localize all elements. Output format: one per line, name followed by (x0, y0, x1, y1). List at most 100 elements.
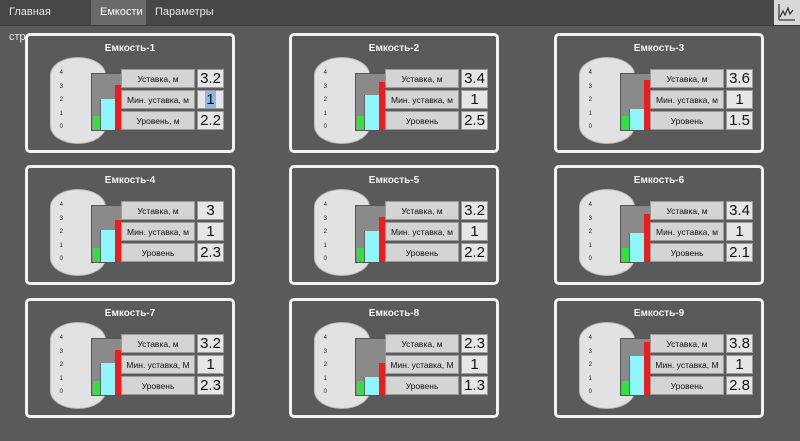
scale-tick-label: 3 (588, 215, 592, 222)
setpoint-bar (644, 341, 651, 395)
tank-title: Емкость-6 (633, 175, 685, 186)
level-row: Уровень 2.1 (650, 243, 753, 263)
setpoint-label: Уставка, м (650, 201, 724, 220)
scale-tick-label: 3 (59, 348, 63, 355)
level-label: Уровень (650, 111, 724, 130)
min-setpoint-input[interactable]: 1 (726, 90, 753, 109)
setpoint-label: Уставка, м (385, 201, 459, 220)
parameter-table: Уставка, м 3.6 Мин. уставка, м 1 Уровень… (650, 69, 753, 132)
min-setpoint-input[interactable]: 1 (197, 355, 224, 374)
scale-tick-label: 4 (59, 202, 63, 208)
setpoint-row: Уставка, м 3.2 (121, 334, 224, 354)
tank-level-gauge (620, 338, 652, 396)
tank-level-gauge (355, 205, 387, 263)
tank-vessel: 4 3 2 1 0 (314, 57, 387, 144)
scale-tick-label: 1 (588, 375, 592, 382)
level-bar (629, 232, 645, 262)
scale-tick-label: 0 (323, 256, 327, 262)
level-row: Уровень 2.3 (121, 376, 224, 396)
level-value: 2.5 (461, 111, 488, 130)
scale-tick-label: 1 (59, 110, 63, 117)
tab-parameters[interactable]: Параметры (155, 6, 214, 18)
min-setpoint-row: Мин. уставка, м 1 (121, 90, 224, 110)
tank-level-gauge (91, 73, 123, 131)
min-setpoint-input[interactable]: 1 (726, 355, 753, 374)
trend-chart-icon (778, 4, 795, 21)
min-setpoint-bar (357, 248, 364, 262)
scale-tick-label: 2 (59, 362, 63, 368)
tab-main-page[interactable]: Главная страница (9, 6, 56, 43)
scale-tick-label: 3 (323, 215, 327, 222)
tank-vessel: 4 3 2 1 0 (50, 322, 123, 409)
tank-vessel: 4 3 2 1 0 (50, 57, 123, 144)
level-label: Уровень, м (121, 111, 195, 130)
tank-title: Емкость-7 (104, 308, 156, 319)
level-value: 2.3 (197, 376, 224, 395)
parameter-table: Уставка, м 3.2 Мин. уставка, м 1 Уровень… (385, 201, 488, 264)
parameter-table: Уставка, м 3.8 Мин. уставка, М 1 Уровень… (650, 334, 753, 397)
scale-tick-label: 4 (588, 202, 592, 208)
level-bar (629, 109, 645, 130)
tank-title: Емкость-3 (633, 43, 685, 54)
min-setpoint-bar (622, 248, 629, 262)
min-setpoint-input[interactable]: 1 (726, 222, 753, 241)
level-row: Уровень 2.3 (121, 243, 224, 263)
tank-vessel: 4 3 2 1 0 (314, 322, 387, 409)
level-value: 1.5 (726, 111, 753, 130)
min-setpoint-input[interactable]: 1 (461, 222, 488, 241)
tank-vessel: 4 3 2 1 0 (50, 189, 123, 276)
min-setpoint-input[interactable]: 1 (197, 222, 224, 241)
scale-tick-label: 0 (59, 389, 63, 395)
min-setpoint-bar (622, 116, 629, 130)
setpoint-input[interactable]: 3.2 (461, 201, 488, 220)
min-setpoint-bar (357, 381, 364, 395)
setpoint-input[interactable]: 3.2 (197, 334, 224, 353)
level-bar (100, 362, 116, 395)
min-setpoint-label: Мин. уставка, М (385, 355, 459, 374)
tank-level-gauge (620, 73, 652, 131)
tank-level-gauge (91, 205, 123, 263)
level-bar (100, 229, 116, 262)
setpoint-row: Уставка, м 3.4 (385, 69, 488, 89)
setpoint-row: Уставка, м 3.2 (385, 201, 488, 221)
setpoint-input[interactable]: 3.4 (726, 201, 753, 220)
min-setpoint-row: Мин. уставка, м 1 (650, 222, 753, 242)
setpoint-input[interactable]: 2.3 (461, 334, 488, 353)
setpoint-label: Уставка, м (385, 334, 459, 353)
scale-tick-label: 4 (588, 70, 592, 76)
scale-tick-label: 4 (59, 335, 63, 341)
min-setpoint-input[interactable]: 1 (197, 90, 224, 109)
level-label: Уровень (385, 376, 459, 395)
level-bar (364, 95, 380, 130)
tank-panel-9: Емкость-9 4 3 2 1 0 Уставка, м 3.8 Мин. уста… (554, 298, 764, 418)
setpoint-bar (115, 350, 122, 395)
scale-tick-label: 1 (588, 110, 592, 117)
setpoint-input[interactable]: 3.2 (197, 69, 224, 88)
setpoint-input[interactable]: 3.4 (461, 69, 488, 88)
tank-title: Емкость-1 (104, 43, 156, 54)
tank-vessel: 4 3 2 1 0 (314, 189, 387, 276)
min-setpoint-label: Мин. уставка, М (121, 355, 195, 374)
min-setpoint-row: Мин. уставка, М 1 (121, 355, 224, 375)
scale-tick-label: 0 (588, 124, 592, 130)
setpoint-input[interactable]: 3 (197, 201, 224, 220)
scale-tick-label: 2 (59, 229, 63, 235)
trend-chart-button[interactable] (774, 0, 800, 25)
scale-tick-label: 3 (323, 348, 327, 355)
setpoint-bar (115, 220, 122, 262)
setpoint-input[interactable]: 3.8 (726, 334, 753, 353)
parameter-table: Уставка, м 2.3 Мин. уставка, М 1 Уровень… (385, 334, 488, 397)
min-setpoint-input[interactable]: 1 (461, 355, 488, 374)
tab-tanks[interactable]: Емкости (91, 0, 146, 25)
scale-tick-label: 0 (323, 124, 327, 130)
level-bar (100, 99, 116, 130)
level-row: Уровень 2.8 (650, 376, 753, 396)
min-setpoint-label: Мин. уставка, м (121, 222, 195, 241)
parameter-table: Уставка, м 3.2 Мин. уставка, М 1 Уровень… (121, 334, 224, 397)
scale-tick-label: 3 (588, 348, 592, 355)
setpoint-input[interactable]: 3.6 (726, 69, 753, 88)
level-label: Уровень (121, 243, 195, 262)
min-setpoint-input[interactable]: 1 (461, 90, 488, 109)
parameter-table: Уставка, м 3.4 Мин. уставка, м 1 Уровень… (385, 69, 488, 132)
min-setpoint-row: Мин. уставка, м 1 (385, 90, 488, 110)
